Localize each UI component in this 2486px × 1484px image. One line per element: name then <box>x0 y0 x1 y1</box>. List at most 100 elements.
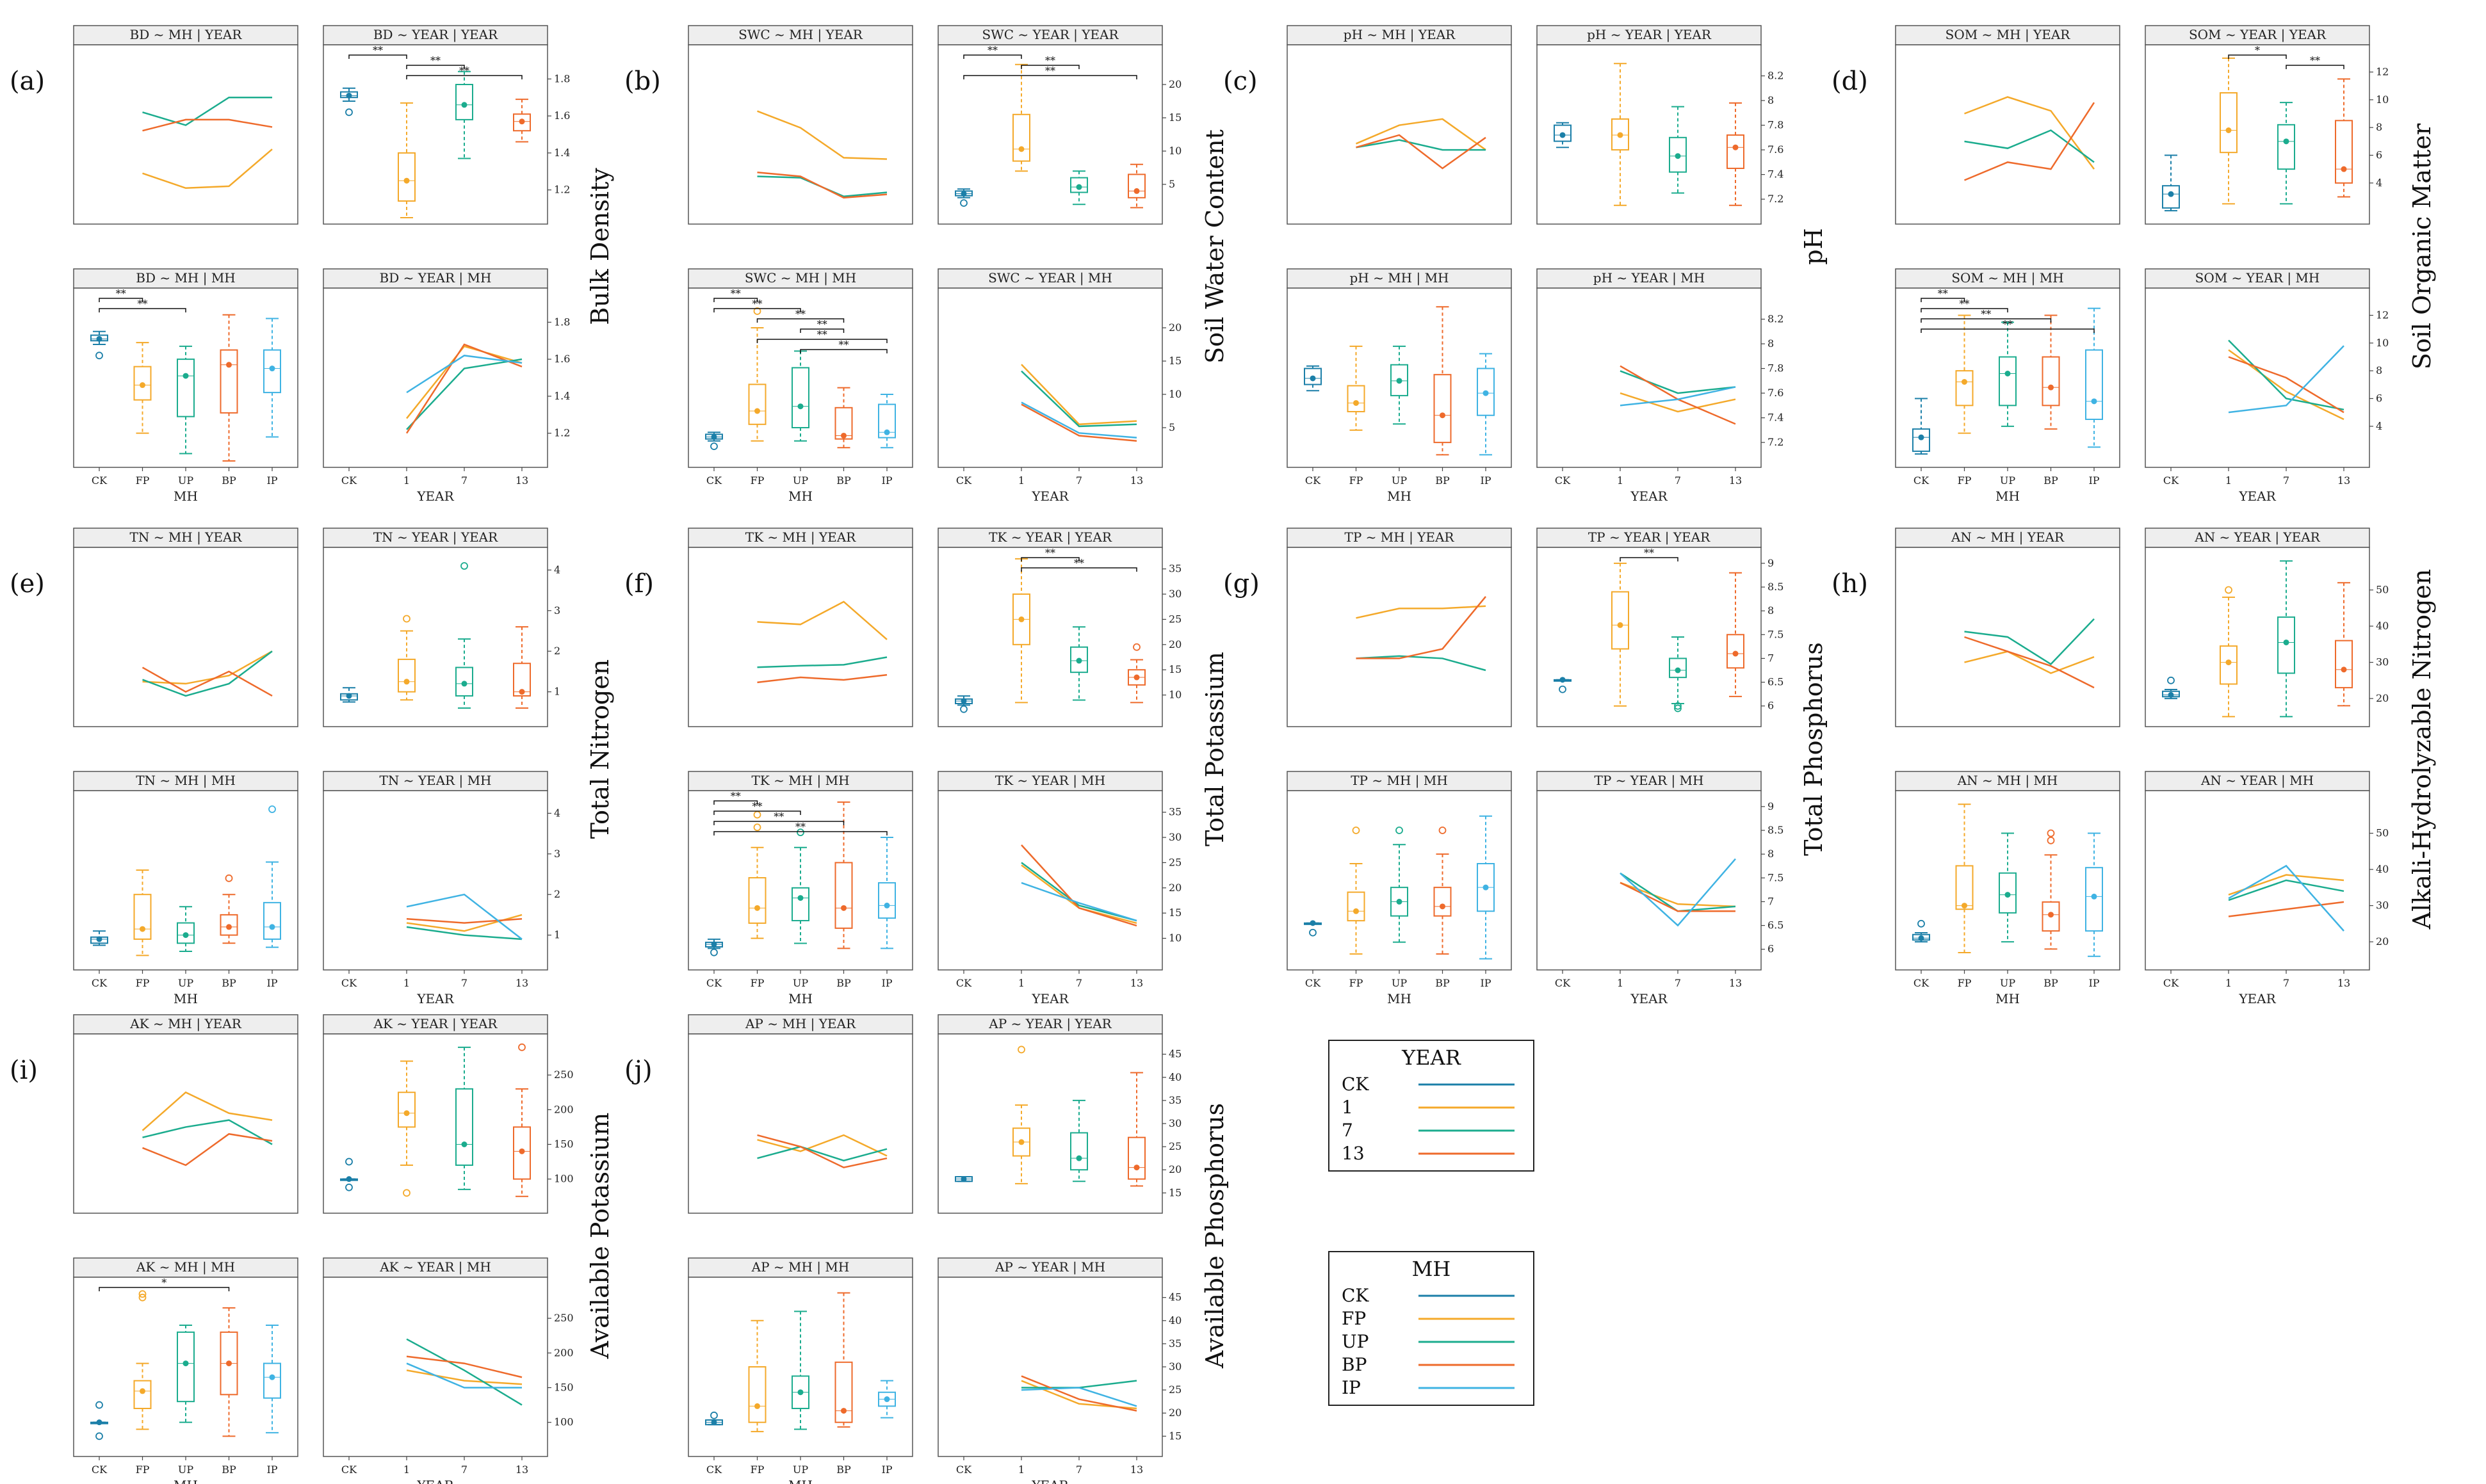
chart-AP-year-mh-line-BP <box>1021 1375 1137 1412</box>
chart-TK-year-mh-ytick-label: 15 <box>1169 907 1182 919</box>
chart-SOM-mh-mh-box-FP <box>1955 314 1974 434</box>
chart-SWC-year-mh-xlabel: YEAR <box>1031 488 1069 504</box>
chart-TP-year-year-box-13 <box>1726 572 1744 697</box>
box-iqr <box>2042 901 2060 932</box>
box-mean-point <box>2091 893 2097 899</box>
sig-line <box>1921 328 2095 333</box>
box-mean-point <box>1353 908 1359 914</box>
sig-line <box>756 339 888 343</box>
box-mean-point <box>226 924 232 930</box>
chart-BD-year-year-sig-bracket: ** <box>406 54 465 69</box>
chart-AP-year-year-box-13 <box>1128 1072 1146 1187</box>
chart-TP-year-mh-line-IP <box>1620 858 1736 927</box>
chart-TP-mh-year-line-13 <box>1356 596 1486 659</box>
chart-TK-mh-mh-box-BP <box>834 801 853 949</box>
chart-pH-year-year-ytick-label: 8.2 <box>1767 70 1783 82</box>
box-mean-point <box>403 177 410 184</box>
chart-SWC-year-mh-xtick-label: CK <box>956 474 972 487</box>
chart-TK-mh-mh-xlabel: MH <box>788 991 813 1006</box>
chart-SOM-mh-mh-xtick-label: UP <box>2000 474 2015 487</box>
chart-TN-year-year-box-CK <box>340 687 358 703</box>
chart-TK-mh-mh-xtick-label: UP <box>793 977 808 989</box>
chart-pH-mh-year-strip <box>1287 25 1512 45</box>
box-outlier <box>1309 928 1317 937</box>
chart-TP-mh-mh-xtick-label: CK <box>1305 977 1321 989</box>
box-mean-point <box>346 92 352 99</box>
chart-AP-mh-year-strip <box>688 1014 913 1035</box>
box-mean-point <box>1076 1155 1082 1161</box>
chart-TN-mh-mh-strip <box>73 771 298 791</box>
box-outlier <box>2047 829 2055 837</box>
chart-pH-year-year-strip <box>1536 25 1762 45</box>
chart-TK-year-year-box-7 <box>1070 626 1088 701</box>
chart-AP-year-year-ytick-label: 25 <box>1169 1140 1182 1152</box>
box-mean-point <box>1617 622 1623 628</box>
box-mean-point <box>96 936 102 942</box>
box-outlier <box>710 442 718 451</box>
box-mean-point <box>1675 667 1681 673</box>
chart-TP-year-year-box-CK <box>1554 677 1572 693</box>
chart-SOM-year-year-strip <box>2145 25 2370 45</box>
sig-label: ** <box>817 328 827 341</box>
chart-TP-mh-mh-xlabel: MH <box>1387 991 1411 1006</box>
box-iqr <box>792 367 809 429</box>
box-mean-point <box>2341 166 2347 172</box>
chart-SOM-year-mh-ytick-label: 4 <box>2376 420 2382 432</box>
chart-AP-ylabel: Available Phosphorus <box>1201 1103 1229 1369</box>
chart-AP-year-mh-ytick-label: 35 <box>1169 1337 1182 1350</box>
chart-BD-year-year-sig-bracket: ** <box>348 44 407 59</box>
box-mean-point <box>711 434 717 440</box>
chart-AK-mh-mh-xtick-label: BP <box>222 1464 236 1476</box>
chart-TN-year-year-box-1 <box>398 615 416 701</box>
chart-pH-year-mh-title: pH ~ YEAR | MH <box>1593 270 1705 286</box>
chart-BD-year-mh-xtick-label: 7 <box>461 474 467 487</box>
chart-TN-year-year-ytick-label: 3 <box>554 604 560 617</box>
box-mean-point <box>1133 674 1140 681</box>
chart-TK-mh-mh-sig-bracket: ** <box>713 821 888 835</box>
chart-BD-year-year-ytick-label: 1.4 <box>554 147 570 159</box>
sig-label: ** <box>1644 547 1654 559</box>
chart-pH-mh-mh-strip <box>1287 268 1512 289</box>
chart-SWC-year-mh-line-UP <box>1021 370 1137 428</box>
chart-TN-year-mh-frame <box>323 790 548 971</box>
chart-AP-year-mh-line-IP <box>1021 1387 1137 1407</box>
chart-AN-year-mh-xtick-label: CK <box>2163 977 2179 989</box>
chart-AN-mh-mh-box-BP <box>2042 829 2060 950</box>
chart-TP-year-mh-strip <box>1536 771 1762 791</box>
chart-TP-mh-year-line-7 <box>1356 655 1486 672</box>
chart-TP-mh-mh-xtick-label: FP <box>1349 977 1363 989</box>
chart-BD-year-year-frame <box>323 44 548 225</box>
chart-TK-year-mh-ytick-label: 35 <box>1169 806 1182 818</box>
chart-BD-mh-year-frame <box>73 44 298 225</box>
chart-TN-year-mh-line-IP <box>406 893 523 940</box>
chart-TN-year-mh-xtick-label: 7 <box>461 977 467 989</box>
box-outlier <box>345 1157 353 1166</box>
chart-SOM-mh-mh-sig-bracket: ** <box>1921 308 2052 323</box>
sig-label: ** <box>731 287 741 300</box>
box-iqr <box>792 887 809 922</box>
chart-SOM-mh-year-frame <box>1895 44 2120 225</box>
legend-item-label: UP <box>1342 1331 1369 1352</box>
box-mean-point <box>754 408 760 414</box>
sig-label: ** <box>1045 54 1055 67</box>
box-iqr <box>2220 645 2238 685</box>
chart-pH-mh-mh-box-CK <box>1304 365 1322 392</box>
sig-line <box>1921 298 1965 302</box>
chart-pH-mh-mh-box-FP <box>1347 345 1365 431</box>
sig-line <box>2228 54 2287 59</box>
chart-TK-year-mh-xtick-label: 7 <box>1076 977 1082 989</box>
chart-SOM-year-mh-line-UP <box>2228 339 2344 411</box>
chart-TP-year-year-strip <box>1536 528 1762 548</box>
chart-pH-mh-mh-box-BP <box>1433 306 1452 456</box>
box-mean-point <box>1310 375 1316 382</box>
chart-pH-year-mh-ytick-label: 7.4 <box>1767 412 1783 424</box>
chart-AP-year-year-title: AP ~ YEAR | YEAR <box>988 1016 1112 1032</box>
chart-AP-mh-mh-xtick-label: UP <box>793 1464 808 1476</box>
chart-pH-ylabel: pH <box>1800 228 1828 264</box>
chart-TN-mh-mh-frame <box>73 790 298 971</box>
chart-AK-year-year-box-CK <box>340 1157 358 1191</box>
chart-AN-mh-mh-box-CK <box>1912 919 1930 943</box>
chart-SOM-year-mh-strip <box>2145 268 2370 289</box>
box-iqr <box>133 1380 152 1410</box>
chart-AN-year-mh-line-UP <box>2228 879 2344 901</box>
